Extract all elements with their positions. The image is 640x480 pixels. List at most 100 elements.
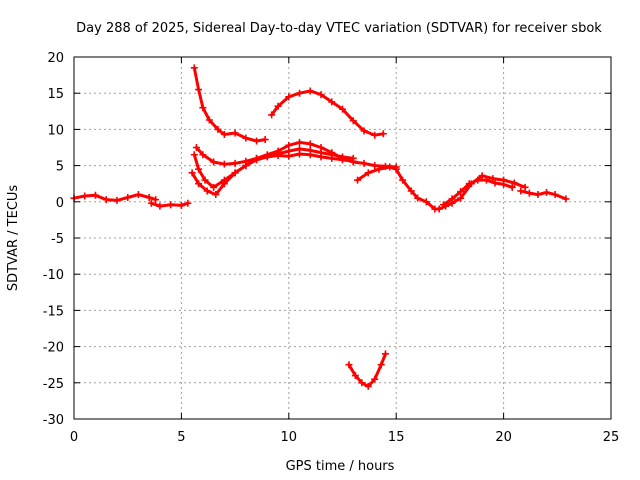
data-point <box>296 150 304 158</box>
data-point <box>156 202 164 210</box>
data-point <box>231 159 239 167</box>
data-point <box>345 361 353 369</box>
data-point <box>306 87 314 95</box>
y-tick-label: 10 <box>47 123 64 138</box>
y-tick-label: 5 <box>56 160 64 175</box>
data-point <box>220 160 228 168</box>
data-point <box>195 86 203 94</box>
data-point <box>381 350 389 358</box>
data-point <box>91 191 99 199</box>
series-arc-c-line <box>192 66 267 143</box>
data-point <box>274 102 282 110</box>
data-point <box>439 201 447 209</box>
data-point <box>203 187 211 195</box>
data-point <box>212 191 220 199</box>
data-point <box>274 151 282 159</box>
data-point <box>491 179 499 187</box>
data-point <box>195 165 203 173</box>
data-point <box>543 188 551 196</box>
data-point <box>521 183 529 191</box>
data-point <box>147 199 155 207</box>
data-point <box>242 134 250 142</box>
data-point <box>145 193 153 201</box>
x-tick-label: 25 <box>603 430 620 445</box>
x-tick-label: 20 <box>495 430 512 445</box>
data-point <box>349 117 357 125</box>
data-point <box>317 153 325 161</box>
data-point <box>210 158 218 166</box>
data-point <box>205 116 213 124</box>
data-point <box>392 165 400 173</box>
data-point <box>371 162 379 170</box>
data-point <box>306 140 314 148</box>
data-point <box>510 179 518 187</box>
data-point <box>102 196 110 204</box>
data-point <box>339 105 346 113</box>
data-point <box>81 192 89 200</box>
data-point <box>285 93 293 101</box>
data-point <box>354 176 362 184</box>
data-point <box>263 153 271 161</box>
data-point <box>448 195 456 203</box>
data-point <box>199 104 207 112</box>
data-point <box>167 201 175 209</box>
series-arc-f-line <box>190 152 355 197</box>
data-point <box>268 111 276 119</box>
y-tick-label: -20 <box>43 341 64 356</box>
series-arc-h-line <box>347 352 387 388</box>
data-point <box>517 187 525 195</box>
data-point <box>534 191 542 199</box>
data-point <box>435 205 443 213</box>
data-point <box>364 382 372 390</box>
data-point <box>152 196 160 204</box>
data-point <box>399 176 407 184</box>
series-arc-j-line <box>394 167 527 211</box>
data-point <box>375 165 383 173</box>
data-point <box>210 183 218 191</box>
data-point <box>231 169 239 177</box>
data-point <box>201 176 209 184</box>
data-point <box>562 195 570 203</box>
data-point <box>377 361 385 369</box>
data-point <box>113 196 121 204</box>
y-axis-label: SDTVAR / TECUs <box>6 185 21 292</box>
data-point <box>422 198 430 206</box>
data-point <box>371 375 379 383</box>
data-point <box>231 129 239 137</box>
y-tick-label: -15 <box>43 304 64 319</box>
x-tick-label: 10 <box>281 430 298 445</box>
data-point <box>407 187 415 195</box>
data-point <box>317 91 325 99</box>
data-point <box>190 151 198 159</box>
data-series <box>70 64 570 390</box>
y-axis-ticks: 20 15 10 5 0 -5 -10 -15 -20 -25 -30 <box>43 51 611 428</box>
data-point <box>457 194 465 202</box>
data-point <box>306 151 314 159</box>
y-tick-label: -10 <box>43 268 64 283</box>
data-point <box>465 180 473 188</box>
data-point <box>482 176 490 184</box>
data-point <box>371 131 379 139</box>
data-point <box>296 89 304 97</box>
data-point <box>525 189 533 197</box>
x-tick-label: 15 <box>388 430 405 445</box>
data-point <box>351 372 359 380</box>
data-point <box>328 154 336 162</box>
data-point <box>358 379 366 387</box>
data-point <box>184 199 192 207</box>
x-tick-label: 5 <box>177 430 185 445</box>
data-point <box>474 176 482 184</box>
data-point <box>296 138 304 146</box>
y-tick-label: 15 <box>47 87 64 102</box>
data-point <box>220 180 228 188</box>
data-point <box>177 201 185 209</box>
y-tick-label: 20 <box>47 51 64 66</box>
data-point <box>379 130 387 138</box>
data-point <box>328 98 336 106</box>
data-point <box>242 162 250 170</box>
x-axis-ticks: 0 5 10 15 20 25 <box>70 57 619 445</box>
data-point <box>220 130 228 138</box>
x-axis-label: GPS time / hours <box>286 459 395 474</box>
data-point <box>253 137 261 145</box>
